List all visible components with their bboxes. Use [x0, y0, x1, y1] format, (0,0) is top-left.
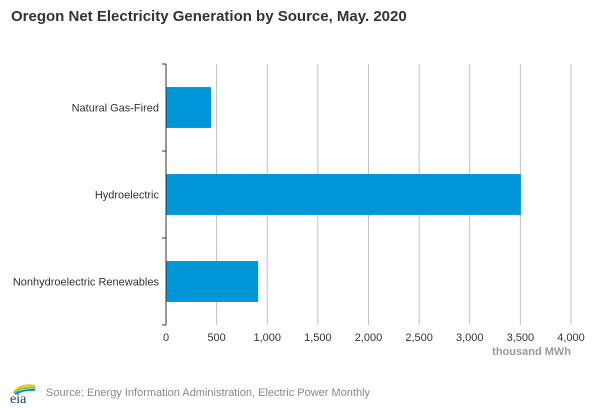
- x-tick-label: 0: [163, 332, 169, 344]
- category-label: Hydroelectric: [95, 190, 160, 202]
- category-labels: Natural Gas-Fired Hydroelectric Nonhydroel…: [13, 103, 160, 289]
- x-tick-label: 1,500: [304, 332, 332, 344]
- bar[interactable]: [166, 87, 212, 128]
- x-tick-label: 1,000: [253, 332, 281, 344]
- bar-chart: Natural Gas-Fired Hydroelectric Nonhydroel…: [13, 63, 585, 358]
- y-axis: [162, 63, 167, 326]
- source-note: Source: Energy Information Administratio…: [46, 387, 371, 399]
- footer: eia Source: Energy Information Administr…: [8, 382, 370, 404]
- x-tick-labels: 0 500 1,000 1,500 2,000 2,500 3,000 3,500 4,000: [163, 332, 585, 344]
- x-tick-label: 3,000: [456, 332, 484, 344]
- chart-title: Oregon Net Electricity Generation by Sou…: [11, 8, 407, 25]
- category-label: Nonhydroelectric Renewables: [13, 277, 160, 289]
- x-tick-label: 2,500: [405, 332, 433, 344]
- bar[interactable]: [166, 174, 521, 215]
- bar[interactable]: [166, 261, 259, 302]
- svg-text:eia: eia: [10, 392, 27, 404]
- x-tick-label: 2,000: [355, 332, 383, 344]
- category-label: Natural Gas-Fired: [72, 103, 159, 115]
- eia-logo-icon: eia: [10, 384, 36, 404]
- bars: [166, 87, 521, 302]
- x-tick-label: 3,500: [507, 332, 535, 344]
- x-tick-label: 500: [207, 332, 225, 344]
- x-tick-label: 4,000: [557, 332, 585, 344]
- x-axis-unit-label: thousand MWh: [492, 346, 571, 358]
